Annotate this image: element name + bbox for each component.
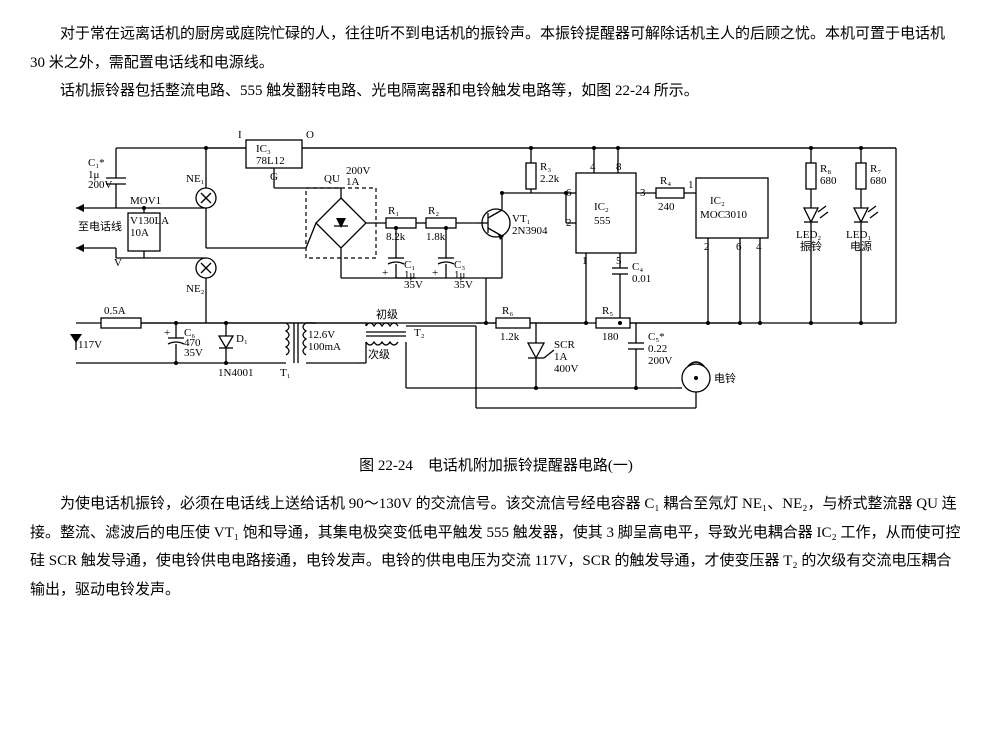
svg-text:10A: 10A — [130, 227, 149, 239]
svg-text:2.2k: 2.2k — [540, 173, 560, 185]
svg-text:35V: 35V — [454, 279, 473, 291]
svg-text:35V: 35V — [404, 279, 423, 291]
vt1-val: 2N3904 — [512, 225, 548, 237]
r7-label: R₇ — [870, 163, 881, 175]
t1-label: T₁ — [280, 367, 291, 379]
led2-note: 振铃 — [800, 239, 822, 253]
r8-label: R₈ — [820, 163, 831, 175]
svg-text:6: 6 — [736, 241, 742, 253]
svg-text:4: 4 — [756, 241, 762, 253]
r6-label: R₆ — [502, 305, 513, 317]
r4-label: R₄ — [660, 175, 671, 187]
r5-label: R₅ — [602, 305, 613, 317]
svg-text:1: 1 — [688, 179, 694, 191]
svg-text:680: 680 — [820, 175, 837, 187]
figure-caption: 图 22-24 电话机附加振铃提醒器电路(一) — [30, 452, 962, 481]
svg-text:0.01: 0.01 — [632, 273, 651, 285]
svg-text:1N4001: 1N4001 — [218, 367, 253, 379]
r3-label: R₃ — [540, 161, 551, 173]
ic2-555-val: 555 — [594, 215, 611, 227]
svg-text:O: O — [306, 129, 314, 141]
r2-label: R₂ — [428, 205, 439, 217]
svg-text:200V: 200V — [648, 355, 673, 367]
c1-val2: 200V — [88, 179, 113, 191]
c5-label: C₅* — [648, 331, 665, 343]
svg-text:2: 2 — [704, 241, 710, 253]
svg-text:1A: 1A — [554, 351, 568, 363]
ne2-label: NE₂ — [186, 283, 205, 295]
qu-label: QU — [324, 173, 340, 185]
svg-text:1.2k: 1.2k — [500, 331, 520, 343]
svg-text:400V: 400V — [554, 363, 579, 375]
svg-text:1: 1 — [582, 255, 588, 267]
ne1-label: NE₁ — [186, 173, 205, 185]
ic2-555-label: IC₂ — [594, 201, 609, 213]
svg-text:V130LA: V130LA — [130, 215, 169, 227]
t2-prim: 初级 — [376, 307, 398, 321]
mov1-label: MOV1 — [130, 195, 161, 207]
tel-line-label: 至电话线 — [78, 219, 122, 233]
svg-text:100mA: 100mA — [308, 341, 341, 353]
vt1-label: VT₁ — [512, 213, 531, 225]
circuit-diagram: C₁* 1μ 200V 至电话线 V MOV1 V130LA 10A NE₁ N… — [56, 118, 936, 438]
t2-label: T₂ — [414, 327, 425, 339]
vin-label: 117V — [78, 339, 102, 351]
c4-label: C₄ — [632, 261, 643, 273]
svg-text:180: 180 — [602, 331, 619, 343]
svg-text:680: 680 — [870, 175, 887, 187]
led1-label: LED₁ — [846, 229, 871, 241]
r1-label: R₁ — [388, 205, 399, 217]
ic2-moc-val: MOC3010 — [700, 209, 748, 221]
paragraph-1: 对于常在远离话机的厨房或庭院忙碌的人，往往听不到电话机的振铃声。本振铃提醒器可解… — [30, 20, 962, 77]
svg-text:35V: 35V — [184, 347, 203, 359]
paragraph-3: 为使电话机振铃，必须在电话线上送给话机 90～130V 的交流信号。该交流信号经… — [30, 490, 962, 604]
t2-sec: 次级 — [368, 347, 390, 361]
c1-label: C₁* — [88, 157, 105, 169]
ic2-moc-label: IC₂ — [710, 195, 725, 207]
paragraph-2: 话机振铃器包括整流电路、555 触发翻转电路、光电隔离器和电铃触发电路等，如图 … — [30, 77, 962, 106]
svg-text:1.8k: 1.8k — [426, 231, 446, 243]
d1-label: D₁ — [236, 333, 248, 345]
led2-label: LED₂ — [796, 229, 821, 241]
svg-text:V: V — [114, 257, 122, 269]
svg-text:I: I — [238, 129, 242, 141]
svg-text:+: + — [382, 267, 388, 279]
svg-text:12.6V: 12.6V — [308, 329, 335, 341]
svg-text:+: + — [432, 267, 438, 279]
fuse-label: 0.5A — [104, 305, 126, 317]
svg-text:8: 8 — [616, 161, 622, 173]
svg-text:+: + — [164, 327, 170, 339]
svg-text:0.22: 0.22 — [648, 343, 667, 355]
svg-text:5: 5 — [616, 255, 622, 267]
led1-note: 电源 — [850, 239, 872, 253]
svg-text:4: 4 — [590, 161, 596, 173]
ic3-val: 78L12 — [256, 155, 285, 167]
bell-label: 电铃 — [714, 371, 736, 385]
svg-text:1A: 1A — [346, 176, 360, 188]
svg-text:240: 240 — [658, 201, 675, 213]
scr-label: SCR — [554, 339, 575, 351]
ic3-label: IC₃ — [256, 143, 271, 155]
